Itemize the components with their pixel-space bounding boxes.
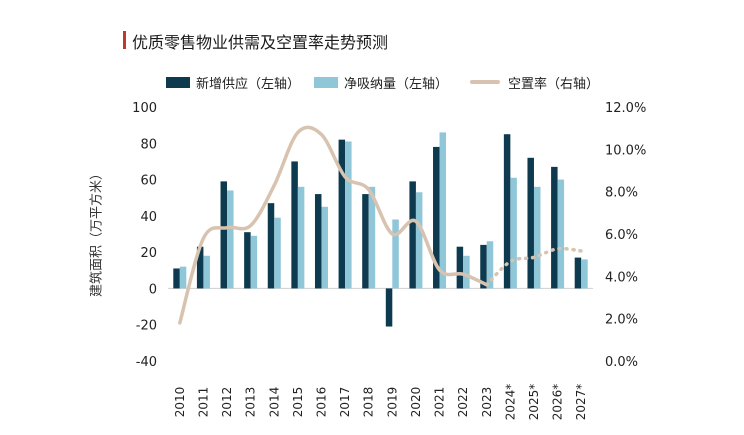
bar-net-absorption [203,255,210,289]
bar-net-absorption [463,255,470,289]
x-tick-label: 2023 [480,387,494,418]
legend-item-vacancy-rate: 空置率（右轴） [470,74,600,92]
legend-label-net-absorption: 净吸纳量（左轴） [344,76,449,92]
bar-net-absorption [274,217,281,289]
legend-swatch-new-supply [166,76,190,88]
bar-net-absorption [179,266,187,289]
legend-label-vacancy-rate: 空置率（右轴） [508,76,600,92]
x-tick-label: 2021 [433,387,447,418]
bar-new-supply [551,166,558,289]
legend-item-new-supply: 新增供应（左轴） [166,74,301,92]
bar-new-supply [314,194,322,289]
x-tick-label: 2012 [220,387,234,418]
bar-net-absorption [227,190,234,289]
x-tick-label: 2017 [338,387,352,418]
bar-new-supply [220,181,228,289]
x-tick-label: 2026* [551,384,565,421]
x-tick-label: 2013 [244,387,258,418]
bar-net-absorption [439,132,447,289]
x-tick-label: 2019 [385,387,399,418]
bar-new-supply [385,288,393,327]
bar-new-supply [338,139,346,289]
bar-new-supply [173,268,180,289]
x-tick-label: 2022 [456,387,470,418]
title-accent-bar [123,31,126,49]
y2-tick-label: 0.0% [605,355,638,370]
y-tick-label: 80 [140,137,157,152]
x-tick-label: 2014 [267,387,281,418]
bar-net-absorption [415,192,423,289]
bar-net-absorption [321,206,328,289]
y-tick-label: 100 [132,101,157,116]
bar-new-supply [244,232,251,289]
legend-label-new-supply: 新增供应（左轴） [196,76,301,92]
x-tick-label: 2010 [173,387,187,418]
x-tick-label: 2018 [362,387,376,418]
y-tick-label: -40 [136,355,157,370]
y-tick-label: 40 [140,210,157,225]
bar-new-supply [196,246,204,289]
bar-new-supply [433,146,440,289]
x-tick-label: 2015 [291,387,305,418]
bar-net-absorption [250,235,258,289]
bar-new-supply [291,161,298,289]
bar-new-supply [409,181,416,289]
chart-title: 优质零售物业供需及空置率走势预测 [132,33,389,52]
y-tick-label: 20 [140,246,157,261]
legend-swatch-vacancy-rate [470,80,500,84]
bar-new-supply [527,157,534,289]
bar-new-supply [503,134,511,289]
bar-net-absorption [486,241,494,289]
bar-new-supply [267,203,275,289]
bar-net-absorption [581,259,588,289]
line-vacancy-rate-forecast [485,246,583,287]
bar-new-supply [362,194,369,289]
bar-net-absorption [368,186,376,289]
bar-net-absorption [533,186,541,289]
y-tick-label: 60 [140,174,157,189]
y-tick-label: -20 [136,319,157,334]
y2-tick-label: 10.0% [605,143,646,158]
legend-item-net-absorption: 净吸纳量（左轴） [314,74,449,92]
bar-new-supply [574,257,582,289]
x-tick-label: 2020 [409,387,423,418]
x-tick-label: 2025* [527,384,541,421]
bar-net-absorption [345,141,352,289]
y2-tick-label: 4.0% [605,270,638,285]
y2-tick-label: 8.0% [605,186,638,201]
bar-new-supply [480,244,487,289]
y2-tick-label: 12.0% [605,101,646,116]
y2-tick-label: 6.0% [605,228,638,243]
x-tick-label: 2024* [503,384,517,421]
x-tick-label: 2027* [574,384,588,421]
y2-tick-label: 2.0% [605,313,638,328]
y-tick-label: 0 [149,282,157,297]
x-tick-label: 2011 [196,387,210,418]
bar-net-absorption [510,177,517,289]
line-vacancy-rate-actual [178,125,489,325]
bar-net-absorption [557,179,565,289]
bar-net-absorption [297,186,305,289]
legend-swatch-net-absorption [314,76,338,88]
bar-new-supply [456,246,464,289]
x-tick-label: 2016 [314,387,328,418]
bar-net-absorption [392,219,399,289]
